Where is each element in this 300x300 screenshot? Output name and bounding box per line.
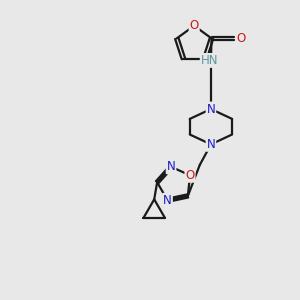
Text: HN: HN [201, 54, 218, 67]
Text: N: N [167, 160, 176, 173]
Text: N: N [163, 194, 172, 207]
Text: O: O [190, 19, 199, 32]
Text: N: N [207, 103, 215, 116]
Text: N: N [207, 138, 215, 151]
Text: O: O [236, 32, 246, 45]
Text: O: O [185, 169, 195, 182]
